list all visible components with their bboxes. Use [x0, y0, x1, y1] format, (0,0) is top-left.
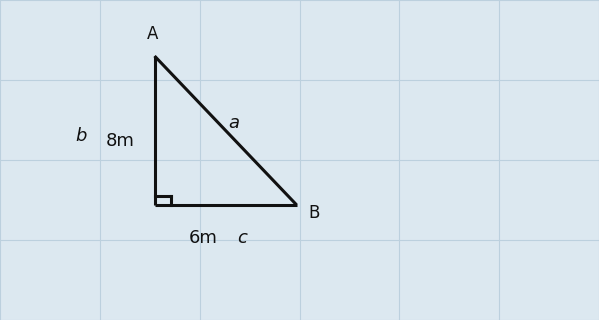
Text: c: c: [238, 229, 247, 247]
Text: A: A: [147, 25, 158, 43]
Text: b: b: [75, 127, 86, 145]
Text: 8m: 8m: [105, 132, 134, 150]
Text: a: a: [228, 114, 239, 132]
Text: B: B: [309, 204, 320, 222]
Text: 6m: 6m: [189, 229, 218, 247]
